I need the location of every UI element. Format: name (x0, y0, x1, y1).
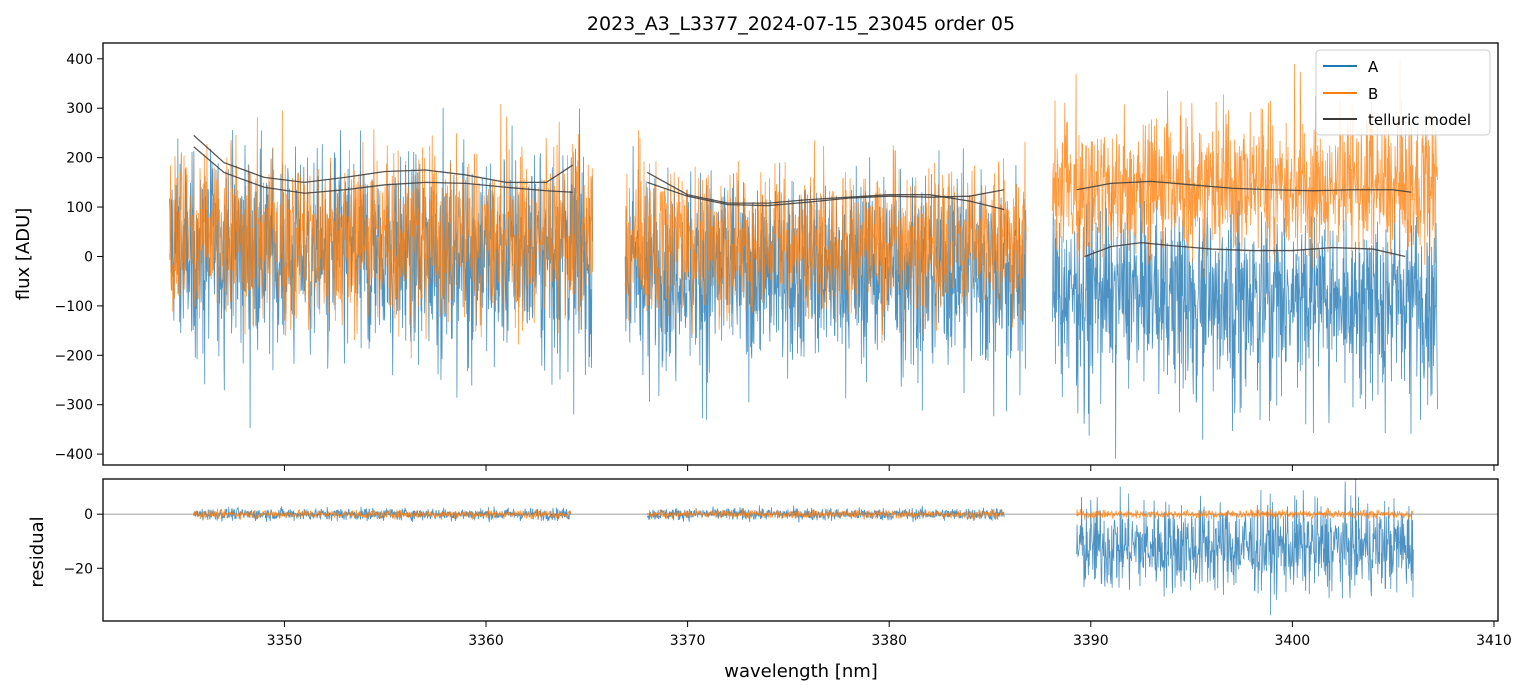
residual-x-ticks: 3350 3360 3370 3380 3390 3400 3410 (267, 621, 1512, 649)
x-tick-label: 3370 (670, 633, 706, 649)
residual-y-axis-label: residual (27, 516, 48, 587)
legend-label-B: B (1368, 85, 1378, 103)
flux-y-tick-label: −200 (55, 348, 93, 364)
flux-axes-frame (102, 42, 1499, 466)
residual-series-B-segment-2 (646, 508, 1005, 520)
flux-y-axis-label: flux [ADU] (13, 208, 34, 301)
x-tick-label: 3360 (468, 633, 504, 649)
residual-panel: 0 −20 3350 3360 3370 3380 3390 3400 3410 residu… (27, 478, 1512, 682)
telluric-model-line-4 (647, 181, 1005, 207)
legend-frame (1315, 49, 1491, 136)
residual-y-tick-label: −20 (63, 561, 93, 577)
residual-y-ticks: 0 −20 (63, 507, 103, 577)
legend: A B telluric model (1315, 49, 1491, 136)
legend-label-model: telluric model (1368, 111, 1471, 129)
flux-y-ticks: 400 300 200 100 0 −100 −200 −300 −400 (55, 52, 103, 463)
flux-y-tick-label: 100 (66, 200, 93, 216)
flux-y-tick-label: −400 (55, 447, 93, 463)
x-tick-label: 3390 (1073, 633, 1109, 649)
flux-y-tick-label: 400 (66, 52, 93, 68)
flux-y-tick-label: 300 (66, 101, 93, 117)
residual-series-A-segment-3 (1076, 479, 1414, 616)
flux-series-B-segment-2 (624, 130, 1027, 344)
flux-data (169, 60, 1438, 459)
residual-y-tick-label: 0 (84, 507, 93, 523)
telluric-model-line-5 (1076, 180, 1412, 193)
flux-y-tick-label: −100 (55, 299, 93, 315)
x-tick-label: 3380 (871, 633, 907, 649)
residual-axes-frame (102, 478, 1499, 622)
x-tick-label: 3400 (1275, 633, 1311, 649)
x-axis-label: wavelength [nm] (724, 661, 878, 682)
legend-label-A: A (1368, 58, 1379, 76)
residual-series-B-segment-1 (193, 508, 572, 520)
telluric-model-line-6 (1084, 241, 1406, 258)
flux-y-tick-label: −300 (55, 398, 93, 414)
flux-series-B-segment-1 (169, 104, 594, 359)
flux-y-tick-label: 0 (84, 249, 93, 265)
telluric-model-line-2 (193, 146, 573, 194)
flux-series-B-segment-3 (1052, 60, 1438, 279)
residual-series-B-segment-3 (1076, 508, 1414, 520)
flux-x-ticks (283, 465, 1495, 471)
flux-y-tick-label: 200 (66, 151, 93, 167)
x-tick-label: 3410 (1476, 633, 1512, 649)
telluric-model-line-1 (193, 134, 574, 184)
x-tick-label: 3350 (267, 633, 303, 649)
chart-title: 2023_A3_L3377_2024-07-15_23045 order 05 (587, 13, 1015, 35)
telluric-model-line-3 (646, 171, 1005, 211)
residual-data (103, 479, 1498, 616)
flux-panel: 400 300 200 100 0 −100 −200 −300 −400 flux [ADU]… (13, 42, 1499, 471)
